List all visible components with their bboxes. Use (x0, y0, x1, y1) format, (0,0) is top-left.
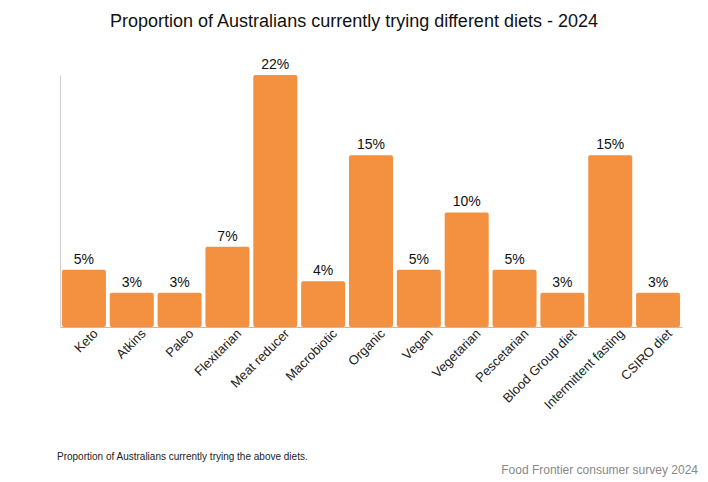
data-label: 15% (357, 136, 385, 152)
x-tick-label: CSIRO diet (618, 326, 675, 383)
x-tick-label: Meat reducer (227, 325, 292, 390)
data-labels: 5% 3% 3% 7% 22% 4% 15% 5% 10% 5% 3% 15% 3% (74, 56, 668, 290)
x-axis: KetoAtkinsPaleoFlexitarianMeat reducerMa… (61, 325, 683, 412)
x-tick-label: Atkins (113, 326, 149, 362)
caption: Proportion of Australians currently tryi… (57, 451, 308, 462)
x-tick: Meat reducer (227, 325, 292, 390)
x-tick: Paleo (162, 326, 196, 360)
y-axis-line (60, 76, 61, 328)
x-tick: Vegan (399, 326, 436, 363)
bar (301, 281, 345, 327)
bar (110, 293, 154, 327)
data-label: 3% (552, 274, 572, 290)
data-label: 5% (504, 251, 524, 267)
data-label: 3% (169, 274, 189, 290)
bar (588, 155, 632, 327)
data-label: 7% (217, 228, 237, 244)
data-label: 4% (313, 262, 333, 278)
x-tick: Atkins (113, 326, 149, 362)
x-tick: Macrobiotic (282, 326, 340, 384)
data-label: 10% (453, 193, 481, 209)
bar (493, 270, 537, 327)
x-tick-label: Vegan (399, 326, 436, 363)
bar (397, 270, 441, 327)
chart: Proportion of Australians currently tryi… (0, 0, 708, 482)
data-label: 5% (74, 251, 94, 267)
x-tick: Organic (345, 326, 388, 369)
y-axis (60, 76, 61, 328)
bar (349, 155, 393, 327)
bar (253, 75, 297, 327)
source: Food Frontier consumer survey 2024 (501, 463, 698, 477)
x-tick-label: Keto (71, 326, 101, 356)
title: Proportion of Australians currently tryi… (110, 11, 598, 31)
plot: KetoAtkinsPaleoFlexitarianMeat reducerMa… (61, 56, 683, 412)
x-tick-label: Organic (345, 326, 388, 369)
bars (62, 75, 680, 327)
x-tick: Keto (71, 326, 101, 356)
x-tick: CSIRO diet (618, 326, 675, 383)
x-tick-label: Paleo (162, 326, 196, 360)
bar (62, 270, 106, 327)
x-tick-label: Intermittent fasting (541, 326, 627, 412)
bar (540, 293, 584, 327)
data-label: 5% (409, 251, 429, 267)
data-label: 15% (596, 136, 624, 152)
data-label: 22% (261, 56, 289, 72)
bar (445, 212, 489, 327)
bar (158, 293, 202, 327)
data-label: 3% (122, 274, 142, 290)
data-label: 3% (648, 274, 668, 290)
x-axis-line (61, 327, 683, 328)
x-tick: Intermittent fasting (541, 326, 627, 412)
bar (636, 293, 680, 327)
x-tick-label: Macrobiotic (282, 326, 340, 384)
bar (205, 247, 249, 327)
